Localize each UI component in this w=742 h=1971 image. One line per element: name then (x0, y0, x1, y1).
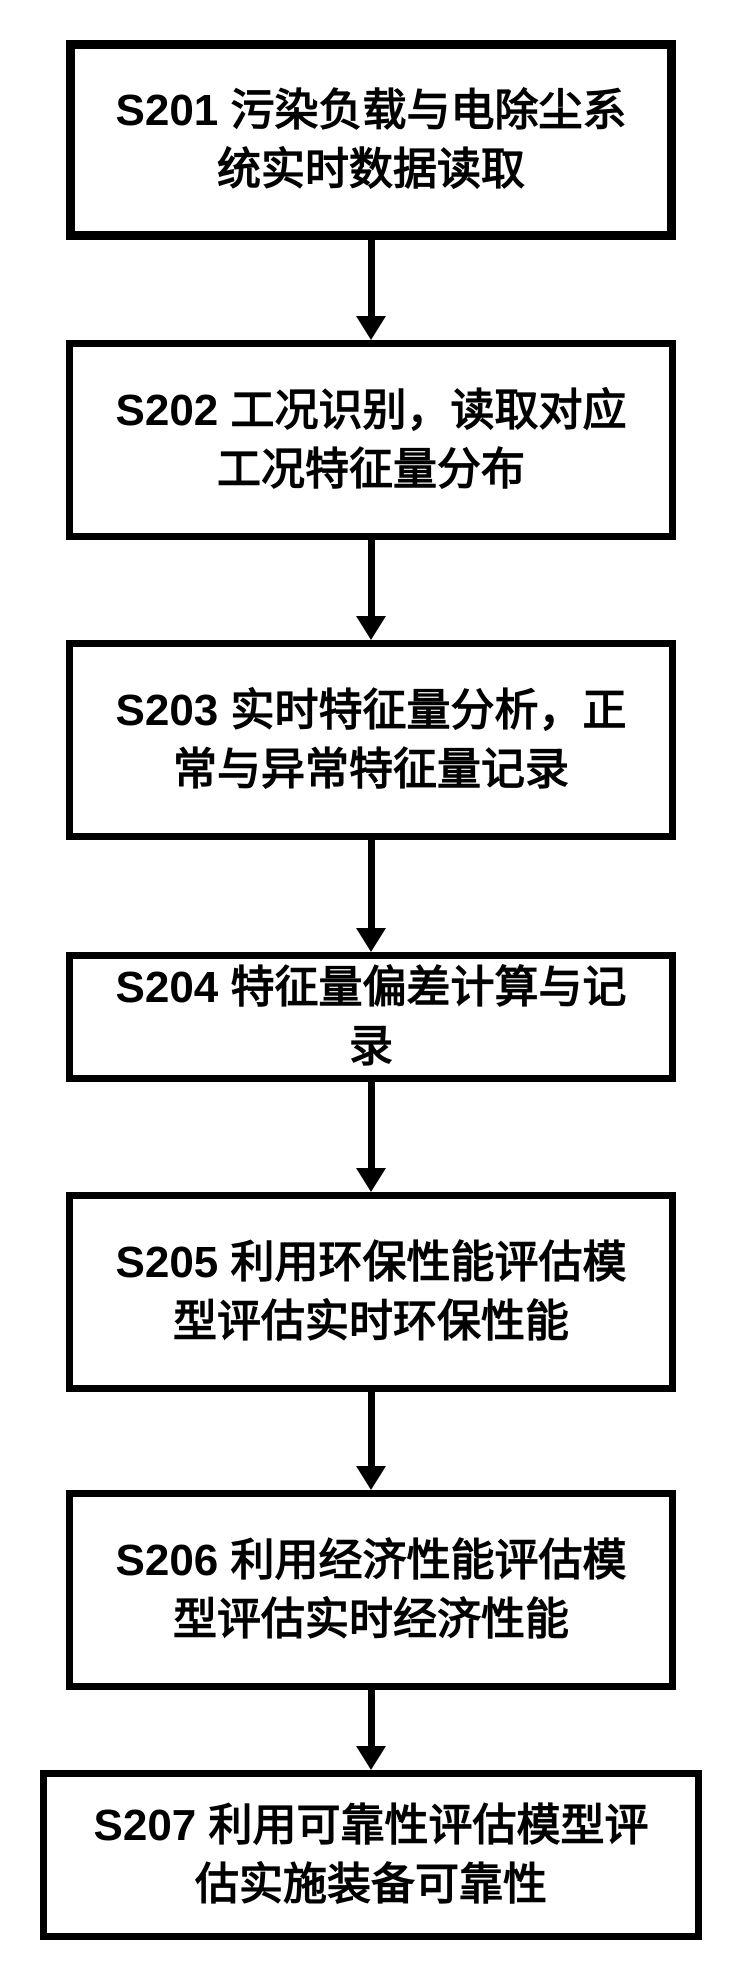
flow-node-s207: S207 利用可靠性评估模型评估实施装备可靠性 (40, 1770, 702, 1940)
flow-arrow (368, 1392, 375, 1466)
arrow-down-icon (356, 1466, 386, 1490)
flow-arrow (368, 1690, 375, 1746)
flow-arrow (368, 1082, 375, 1168)
flow-node-label: S203 实时特征量分析，正常与异常特征量记录 (101, 681, 641, 800)
flow-node-label: S201 污染负载与电除尘系统实时数据读取 (103, 81, 639, 200)
flow-node-label: S204 特征量偏差计算与记录 (101, 958, 641, 1077)
flow-arrow (368, 540, 375, 616)
flow-node-s205: S205 利用环保性能评估模型评估实时环保性能 (66, 1192, 676, 1392)
flow-node-label: S202 工况识别，读取对应工况特征量分布 (101, 381, 641, 500)
flow-arrow (368, 240, 375, 316)
arrow-down-icon (356, 1746, 386, 1770)
flow-node-label: S206 利用经济性能评估模型评估实时经济性能 (101, 1531, 641, 1650)
flow-node-s206: S206 利用经济性能评估模型评估实时经济性能 (66, 1490, 676, 1690)
flowchart-canvas: S201 污染负载与电除尘系统实时数据读取 S202 工况识别，读取对应工况特征… (0, 0, 742, 1971)
flow-node-label: S205 利用环保性能评估模型评估实时环保性能 (101, 1233, 641, 1352)
flow-node-s204: S204 特征量偏差计算与记录 (66, 952, 676, 1082)
arrow-down-icon (356, 928, 386, 952)
arrow-down-icon (356, 1168, 386, 1192)
flow-node-s202: S202 工况识别，读取对应工况特征量分布 (66, 340, 676, 540)
flow-node-s201: S201 污染负载与电除尘系统实时数据读取 (66, 40, 676, 240)
flow-node-label: S207 利用可靠性评估模型评估实施装备可靠性 (75, 1796, 667, 1915)
arrow-down-icon (356, 316, 386, 340)
arrow-down-icon (356, 616, 386, 640)
flow-node-s203: S203 实时特征量分析，正常与异常特征量记录 (66, 640, 676, 840)
flow-arrow (368, 840, 375, 928)
